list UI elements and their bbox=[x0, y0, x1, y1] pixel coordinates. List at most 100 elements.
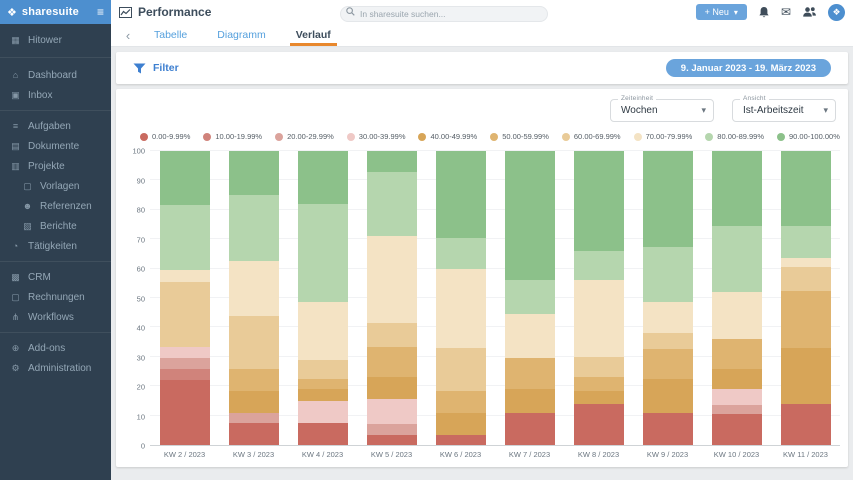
bar-segment[interactable] bbox=[297, 400, 348, 423]
bar-segment[interactable] bbox=[159, 281, 210, 347]
tab-tabelle[interactable]: Tabelle bbox=[154, 29, 188, 41]
notifications-button[interactable] bbox=[758, 6, 770, 19]
legend-item[interactable]: 20.00-29.99% bbox=[275, 132, 334, 141]
bar-segment[interactable] bbox=[366, 424, 417, 435]
sidebar-item-aufgaben[interactable]: ≡ Aufgaben bbox=[0, 116, 111, 136]
bar-segment[interactable] bbox=[573, 280, 624, 357]
sidebar-item-dashboard[interactable]: ⌂ Dashboard bbox=[0, 65, 111, 85]
tab-diagramm[interactable]: Diagramm bbox=[217, 29, 266, 41]
stacked-bar[interactable] bbox=[366, 151, 417, 445]
stacked-bar[interactable] bbox=[780, 151, 831, 445]
messages-button[interactable]: ✉ bbox=[781, 6, 791, 18]
bar-segment[interactable] bbox=[711, 292, 762, 340]
bar-segment[interactable] bbox=[297, 302, 348, 360]
bar-segment[interactable] bbox=[435, 151, 486, 238]
bar-segment[interactable] bbox=[573, 390, 624, 404]
legend-item[interactable]: 90.00-100.00% bbox=[777, 132, 840, 141]
bar-segment[interactable] bbox=[711, 226, 762, 293]
legend-item[interactable]: 70.00-79.99% bbox=[633, 132, 692, 141]
search-input[interactable] bbox=[340, 6, 548, 22]
bar-segment[interactable] bbox=[228, 261, 279, 316]
contacts-button[interactable] bbox=[802, 6, 817, 18]
sidebar-item-referenzen[interactable]: ☻ Referenzen bbox=[0, 196, 111, 216]
bar-segment[interactable] bbox=[297, 378, 348, 390]
sidebar-item-projekte[interactable]: ▥ Projekte bbox=[0, 156, 111, 176]
bar-segment[interactable] bbox=[573, 356, 624, 378]
bar-segment[interactable] bbox=[228, 195, 279, 262]
legend-item[interactable]: 50.00-59.99% bbox=[490, 132, 549, 141]
bar-segment[interactable] bbox=[366, 399, 417, 425]
bar-segment[interactable] bbox=[366, 377, 417, 400]
stacked-bar[interactable] bbox=[159, 151, 210, 445]
bar-segment[interactable] bbox=[504, 412, 555, 445]
bar-segment[interactable] bbox=[642, 349, 693, 379]
new-button[interactable]: + Neu ▾ bbox=[695, 4, 747, 20]
bar-segment[interactable] bbox=[228, 151, 279, 196]
stacked-bar[interactable] bbox=[573, 151, 624, 445]
bar-segment[interactable] bbox=[573, 377, 624, 391]
bar-segment[interactable] bbox=[297, 359, 348, 379]
bar-segment[interactable] bbox=[642, 302, 693, 334]
bar-segment[interactable] bbox=[228, 422, 279, 445]
bar-segment[interactable] bbox=[780, 151, 831, 226]
bar-segment[interactable] bbox=[780, 258, 831, 268]
sidebar-item-dokumente[interactable]: ▤ Dokumente bbox=[0, 136, 111, 156]
bar-segment[interactable] bbox=[159, 346, 210, 359]
stacked-bar[interactable] bbox=[435, 151, 486, 445]
legend-item[interactable]: 0.00-9.99% bbox=[140, 132, 190, 141]
sidebar-item-t-tigkeiten[interactable]: ◔ Tätigkeiten bbox=[0, 236, 111, 256]
bar-segment[interactable] bbox=[366, 323, 417, 347]
bar-segment[interactable] bbox=[573, 251, 624, 281]
sidebar-item-workflows[interactable]: ⋔ Workflows bbox=[0, 307, 111, 327]
bar-segment[interactable] bbox=[711, 368, 762, 390]
bar-segment[interactable] bbox=[435, 390, 486, 413]
bar-segment[interactable] bbox=[435, 268, 486, 348]
bar-segment[interactable] bbox=[297, 203, 348, 303]
bar-segment[interactable] bbox=[780, 267, 831, 291]
legend-item[interactable]: 10.00-19.99% bbox=[203, 132, 262, 141]
sidebar-item-add-ons[interactable]: ⊕ Add-ons bbox=[0, 338, 111, 358]
bar-segment[interactable] bbox=[159, 205, 210, 271]
stacked-bar[interactable] bbox=[642, 151, 693, 445]
bar-segment[interactable] bbox=[642, 151, 693, 247]
bar-segment[interactable] bbox=[504, 280, 555, 315]
bar-segment[interactable] bbox=[504, 314, 555, 359]
bar-segment[interactable] bbox=[642, 412, 693, 445]
bar-segment[interactable] bbox=[642, 378, 693, 413]
bar-segment[interactable] bbox=[159, 270, 210, 282]
view-select[interactable]: Ansicht Ist-Arbeitszeit ▾ bbox=[732, 95, 836, 122]
bar-segment[interactable] bbox=[504, 358, 555, 390]
bar-segment[interactable] bbox=[573, 151, 624, 251]
time-unit-select[interactable]: Zeiteinheit Wochen ▾ bbox=[610, 95, 714, 122]
account-logo-button[interactable]: ❖ bbox=[828, 3, 845, 21]
legend-item[interactable]: 30.00-39.99% bbox=[346, 132, 405, 141]
sidebar-item-inbox[interactable]: ▣ Inbox bbox=[0, 85, 111, 105]
bar-segment[interactable] bbox=[711, 389, 762, 406]
legend-item[interactable]: 80.00-89.99% bbox=[705, 132, 764, 141]
bar-segment[interactable] bbox=[435, 434, 486, 445]
bar-segment[interactable] bbox=[435, 412, 486, 435]
bar-segment[interactable] bbox=[780, 347, 831, 404]
bar-segment[interactable] bbox=[642, 333, 693, 350]
bar-segment[interactable] bbox=[435, 348, 486, 391]
bar-segment[interactable] bbox=[366, 171, 417, 237]
bar-segment[interactable] bbox=[504, 389, 555, 413]
bar-segment[interactable] bbox=[780, 403, 831, 445]
sidebar-item-crm[interactable]: ▩ CRM bbox=[0, 267, 111, 287]
bar-segment[interactable] bbox=[435, 237, 486, 269]
bar-segment[interactable] bbox=[711, 151, 762, 227]
bar-segment[interactable] bbox=[297, 422, 348, 445]
bar-segment[interactable] bbox=[228, 412, 279, 423]
bar-segment[interactable] bbox=[366, 151, 417, 172]
bar-segment[interactable] bbox=[159, 358, 210, 369]
bar-segment[interactable] bbox=[366, 236, 417, 324]
bar-segment[interactable] bbox=[159, 151, 210, 206]
filter-button[interactable]: Filter bbox=[133, 62, 179, 74]
tab-verlauf[interactable]: Verlauf bbox=[281, 24, 346, 46]
bar-segment[interactable] bbox=[159, 368, 210, 381]
sidebar-item-vorlagen[interactable]: ▢ Vorlagen bbox=[0, 176, 111, 196]
bar-segment[interactable] bbox=[228, 368, 279, 391]
bar-segment[interactable] bbox=[366, 346, 417, 378]
bar-segment[interactable] bbox=[780, 290, 831, 348]
bar-segment[interactable] bbox=[711, 414, 762, 445]
